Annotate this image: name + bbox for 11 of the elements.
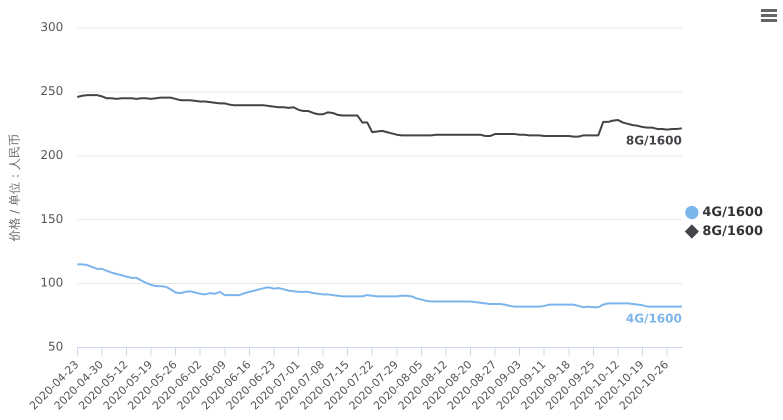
text: 4G/1600	[626, 312, 682, 326]
legend-label: 4G/1600	[702, 204, 764, 220]
y-tick-label: 250	[40, 84, 64, 98]
legend-label: 8G/1600	[702, 224, 764, 239]
y-axis-title: 价格 / 单位：人民币	[7, 134, 22, 243]
y-tick-label: 200	[40, 148, 64, 162]
text: 8G/1600	[626, 133, 682, 148]
y-tick-label: 300	[40, 20, 64, 34]
y-tick-label: 100	[40, 276, 64, 290]
y-tick-label: 50	[48, 340, 64, 354]
y-tick-label: 150	[40, 212, 64, 226]
